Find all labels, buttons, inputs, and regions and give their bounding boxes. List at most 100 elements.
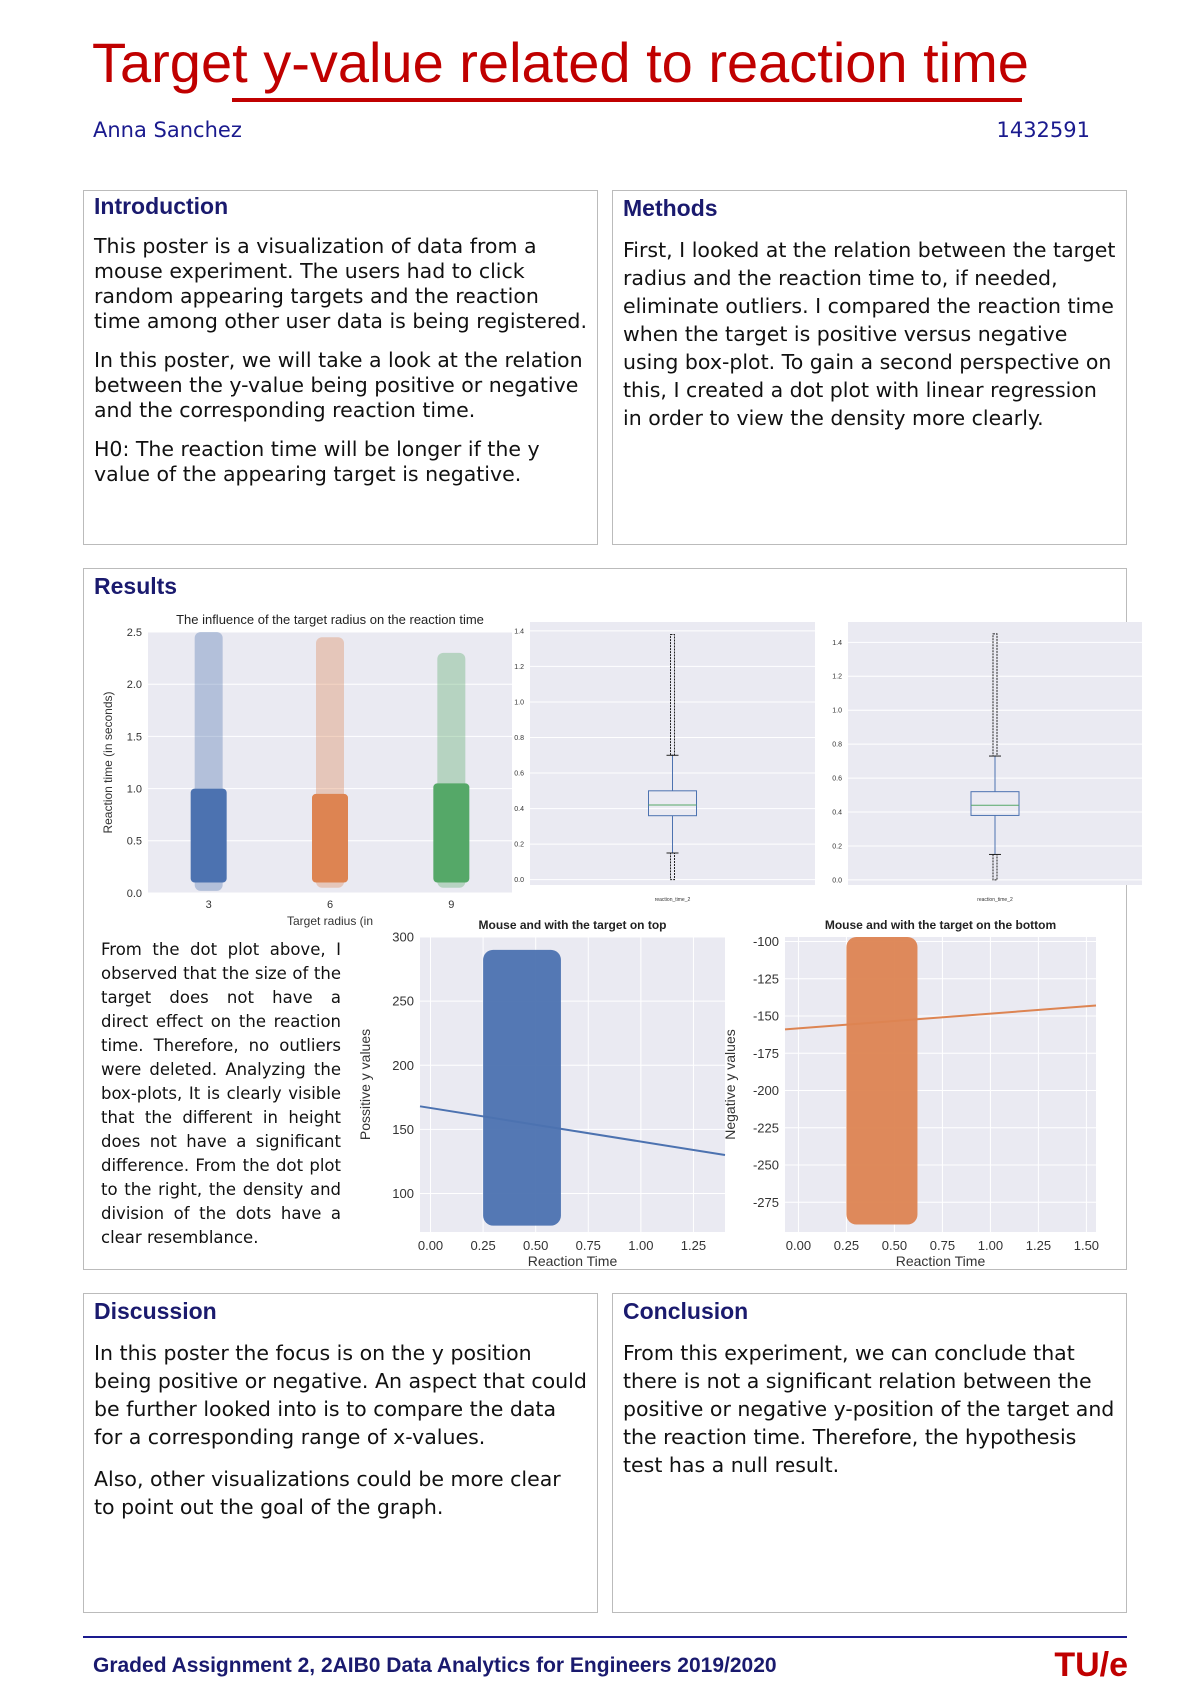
y-tick-label: 250 <box>392 994 414 1009</box>
results-text: From the dot plot above, I observed that… <box>101 940 341 1247</box>
title: Target y-value related to reaction time <box>92 31 1029 94</box>
y-tick-label: 0.2 <box>514 842 524 849</box>
y-tick-label: -125 <box>753 971 779 986</box>
footer-line <box>83 1636 1127 1638</box>
outliers-high <box>670 633 675 756</box>
plot-background <box>420 937 725 1232</box>
outliers-low <box>670 852 675 881</box>
y-tick-label: -250 <box>753 1158 779 1173</box>
y-tick-label: 0.4 <box>832 809 842 816</box>
y-tick-label: 0.0 <box>514 877 524 884</box>
y-tick-label: 1.0 <box>127 783 142 795</box>
heading: Methods <box>623 195 718 221</box>
x-tick-label: 1.25 <box>681 1238 706 1253</box>
heading: Results <box>94 573 178 599</box>
y-tick-label: -200 <box>753 1083 779 1098</box>
y-tick-label: 1.2 <box>514 664 524 671</box>
y-tick-label: -150 <box>753 1009 779 1024</box>
y-tick-label: 300 <box>392 930 414 945</box>
y-tick-label: 0.8 <box>832 742 842 749</box>
x-tick-label: 0.75 <box>930 1238 955 1253</box>
y-tick-label: 0.0 <box>127 888 142 900</box>
title-underline <box>232 98 1022 102</box>
paragraph: Also, other visualizations could be more… <box>94 1467 561 1519</box>
x-tick-label: 6 <box>327 899 333 911</box>
x-axis-label: reaction_time_2 <box>977 897 1013 903</box>
x-tick-label: 3 <box>206 899 212 911</box>
results: Results <box>83 568 1127 1270</box>
y-tick-label: 0.8 <box>514 735 524 742</box>
dense-core <box>312 793 348 883</box>
discussion: Discussion In this poster the focus is o… <box>83 1293 598 1613</box>
y-tick-label: -100 <box>753 934 779 949</box>
x-tick-label: 0.00 <box>786 1238 811 1253</box>
chart-title: Mouse and with the target on the bottom <box>825 918 1056 932</box>
introduction: Introduction This poster is a visualizat… <box>83 190 598 545</box>
x-tick-label: 0.50 <box>523 1238 548 1253</box>
paragraph: In this poster the focus is on the y pos… <box>94 1341 587 1449</box>
y-tick-label: 150 <box>392 1122 414 1137</box>
x-axis-label: Reaction Time <box>528 1253 618 1269</box>
regression-line <box>784 1004 1097 1031</box>
paragraph: First, I looked at the relation between … <box>623 238 1116 430</box>
dense-core <box>433 783 470 883</box>
box <box>970 791 1020 816</box>
y-axis-label: Possitive y values <box>357 1029 373 1140</box>
x-tick-label: 0.25 <box>834 1238 859 1253</box>
paragraph: This poster is a visualization of data f… <box>94 234 587 333</box>
y-tick-label: 2.0 <box>127 679 142 691</box>
y-tick-label: 0.0 <box>832 877 842 884</box>
y-tick-label: 100 <box>392 1186 414 1201</box>
y-tick-label: -175 <box>753 1046 779 1061</box>
chart-title: The influence of the target radius on th… <box>176 612 484 627</box>
chart-title: Mouse and with the target on top <box>479 918 667 932</box>
regression-line <box>419 1105 726 1157</box>
y-tick-label: 1.4 <box>514 628 524 635</box>
paragraph: H0: The reaction time will be longer if … <box>94 437 540 486</box>
y-tick-label: -225 <box>753 1120 779 1135</box>
x-tick-label: 0.25 <box>470 1238 495 1253</box>
paragraph: From this experiment, we can conclude th… <box>623 1341 1115 1477</box>
x-tick-label: 1.00 <box>978 1238 1003 1253</box>
paragraph: In this poster, we will take a look at t… <box>94 348 583 422</box>
y-tick-label: 1.4 <box>832 640 842 647</box>
y-tick-label: 2.5 <box>127 627 142 639</box>
y-tick-label: 200 <box>392 1058 414 1073</box>
box <box>648 790 697 817</box>
plot-background <box>785 937 1096 1232</box>
x-tick-label: 1.00 <box>628 1238 653 1253</box>
student-id: 1432591 <box>996 118 1090 142</box>
dense-core <box>190 788 227 883</box>
y-tick-label: 0.5 <box>127 836 142 848</box>
y-tick-label: 0.2 <box>832 843 842 850</box>
x-tick-label: 0.75 <box>576 1238 601 1253</box>
outliers-low <box>992 853 998 881</box>
y-axis-label: Reaction time (in seconds) <box>101 691 115 833</box>
x-tick-label: 9 <box>448 899 454 911</box>
x-tick-label: 0.50 <box>882 1238 907 1253</box>
author: Anna Sanchez <box>93 118 242 142</box>
outliers-high <box>992 633 998 757</box>
y-tick-label: 1.0 <box>832 708 842 715</box>
y-tick-label: 0.6 <box>514 770 524 777</box>
dense-cloud <box>846 937 918 1225</box>
x-tick-label: 1.25 <box>1026 1238 1051 1253</box>
dense-cloud <box>483 949 561 1226</box>
x-axis-label: Target radius (in <box>287 914 373 928</box>
y-axis-label: Negative y values <box>722 1029 738 1140</box>
heading: Introduction <box>94 193 229 219</box>
y-tick-label: 0.6 <box>832 776 842 783</box>
heading: Discussion <box>94 1298 217 1324</box>
heading: Conclusion <box>623 1298 749 1324</box>
conclusion: Conclusion From this experiment, we can … <box>612 1293 1127 1613</box>
x-axis-label: reaction_time_2 <box>655 897 691 903</box>
x-axis-label: Reaction Time <box>896 1253 986 1269</box>
y-tick-label: 1.0 <box>514 699 524 706</box>
logo: TU/e <box>1054 1646 1128 1684</box>
x-tick-label: 0.00 <box>418 1238 443 1253</box>
y-tick-label: 0.4 <box>514 806 524 813</box>
y-tick-label: 1.5 <box>127 731 142 743</box>
y-tick-label: -275 <box>753 1195 779 1210</box>
